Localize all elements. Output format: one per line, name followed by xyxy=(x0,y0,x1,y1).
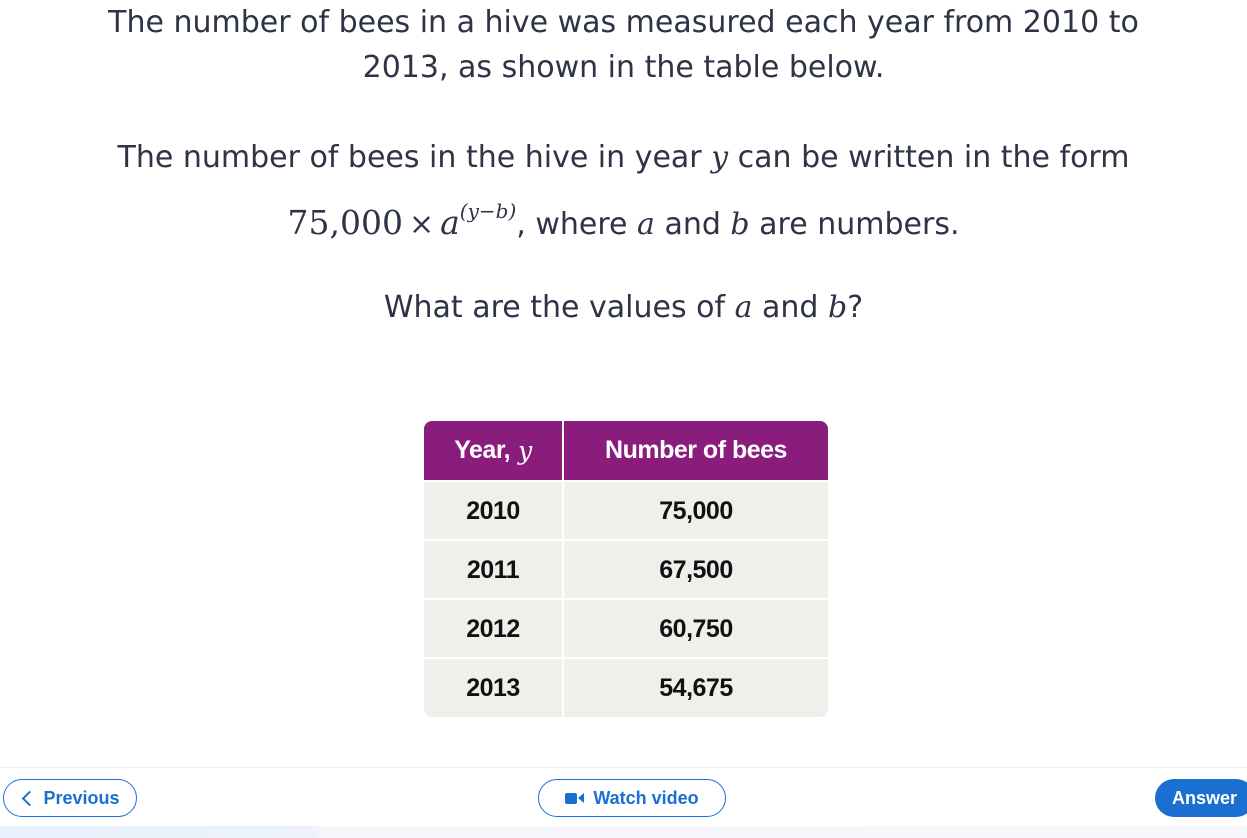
table-row: 2011 67,500 xyxy=(424,539,828,599)
cell-bees: 67,500 xyxy=(659,555,733,584)
prompt-var-a: a xyxy=(734,290,753,325)
cell-year: 2012 xyxy=(424,600,564,658)
question-line-4: 75,000 × a(y−b), where a and b are numbers… xyxy=(0,188,1247,248)
formula-coefficient: 75,000 xyxy=(287,203,403,242)
line4-where: , where xyxy=(516,207,638,242)
answer-button[interactable]: Answer xyxy=(1155,779,1247,817)
answer-label: Answer xyxy=(1172,787,1238,808)
cell-bees: 54,675 xyxy=(659,673,733,702)
header-bees: Number of bees xyxy=(605,436,787,464)
line3-prefix: The number of bees in the hive in year xyxy=(117,140,712,175)
var-a: a xyxy=(637,207,655,242)
prompt-var-b: b xyxy=(828,290,848,325)
line3-suffix: can be written in the form xyxy=(728,140,1130,175)
cell-bees: 60,750 xyxy=(659,614,733,643)
formula-times: × xyxy=(408,207,435,242)
cell-year: 2013 xyxy=(424,659,564,717)
cell-year: 2011 xyxy=(424,541,564,599)
formula-base: a xyxy=(440,203,460,242)
watch-video-button[interactable]: Watch video xyxy=(538,779,726,817)
table-row: 2010 75,000 xyxy=(424,480,828,540)
question-line-1: The number of bees in a hive was measure… xyxy=(108,5,1139,40)
var-b: b xyxy=(730,207,750,242)
cell-year: 2010 xyxy=(424,482,564,540)
prompt-and: and xyxy=(752,290,828,325)
prompt-prefix: What are the values of xyxy=(383,290,735,325)
bees-table: Year, y Number of bees 2010 75,000 2011 6… xyxy=(424,421,828,717)
watch-video-label: Watch video xyxy=(593,787,699,808)
formula-exponent: (y−b) xyxy=(459,199,517,223)
header-year-label: Year, xyxy=(454,436,511,464)
bottom-progress-strip xyxy=(0,826,1247,838)
table-row: 2012 60,750 xyxy=(424,598,828,658)
previous-button[interactable]: Previous xyxy=(3,779,137,817)
question-prompt: What are the values of a and b? xyxy=(0,285,1247,331)
line4-end: are numbers. xyxy=(749,207,960,242)
question-line-3: The number of bees in the hive in year y… xyxy=(0,135,1247,181)
header-year: Year, y xyxy=(424,421,564,480)
table-header-row: Year, y Number of bees xyxy=(424,421,828,480)
var-y: y xyxy=(711,140,729,175)
line4-and: and xyxy=(654,207,731,242)
chevron-left-icon xyxy=(22,790,38,806)
video-camera-icon xyxy=(565,792,585,804)
table-row: 2013 54,675 xyxy=(424,657,828,717)
prompt-end: ? xyxy=(847,290,864,325)
cell-bees: 75,000 xyxy=(659,496,733,525)
footer-divider xyxy=(0,767,1247,768)
previous-label: Previous xyxy=(43,787,120,808)
header-year-var: y xyxy=(518,436,532,465)
question-line-2: 2013, as shown in the table below. xyxy=(362,50,885,85)
